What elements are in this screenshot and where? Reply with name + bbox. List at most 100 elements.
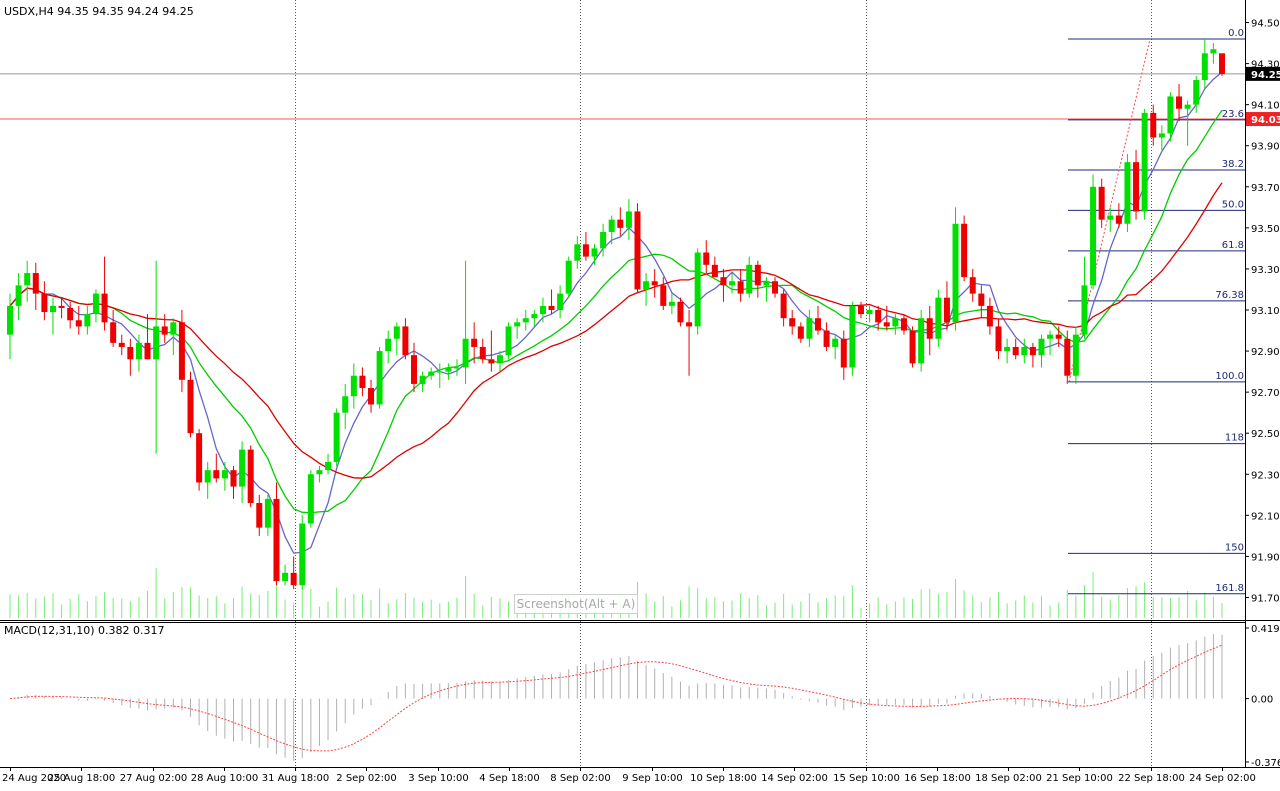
candle-body xyxy=(1219,53,1225,74)
fib-level-label: 161.8 xyxy=(1215,583,1244,594)
candle-body xyxy=(823,330,830,347)
candle-body xyxy=(359,375,366,389)
fib-level-label: 50.0 xyxy=(1222,199,1244,210)
candle-body xyxy=(1021,346,1028,356)
candle-body xyxy=(239,449,246,487)
time-tick-label: 27 Aug 02:00 xyxy=(120,773,187,784)
fib-level-label: 38.2 xyxy=(1222,159,1244,170)
price-axis[interactable]: 94.50 94.30 94.10 93.90 93.70 93.50 93.30 93.10… xyxy=(1245,19,1280,605)
candle-body xyxy=(1090,186,1097,286)
candle-body xyxy=(686,322,693,327)
candle-body xyxy=(875,310,882,323)
price-tick-label: 93.70 xyxy=(1251,183,1280,194)
candle-body xyxy=(978,293,985,306)
time-tick-label: 16 Sep 18:00 xyxy=(904,773,971,784)
candle-body xyxy=(711,264,718,278)
time-tick-label: 14 Sep 02:00 xyxy=(761,773,828,784)
ma-slow-line xyxy=(9,182,1223,479)
ma-fast-line xyxy=(9,71,1223,554)
candle-body xyxy=(144,342,151,360)
candle-body xyxy=(668,301,675,306)
candle-body xyxy=(522,318,529,323)
candle-body xyxy=(1158,133,1165,138)
price-tick-label: 92.90 xyxy=(1251,347,1280,358)
candle-body xyxy=(600,231,607,249)
candle-body xyxy=(1201,53,1208,81)
price-tick-label: 94.10 xyxy=(1251,101,1280,112)
price-tag-label: 94.25 xyxy=(1251,70,1280,81)
candle-body xyxy=(625,211,632,228)
price-tick-label: 92.70 xyxy=(1251,388,1280,399)
candle-body xyxy=(84,314,91,327)
candle-body xyxy=(1047,334,1054,339)
candle-body xyxy=(436,371,443,373)
price-tick-label: 92.50 xyxy=(1251,429,1280,440)
candle-body xyxy=(866,310,873,315)
time-tick-label: 22 Sep 18:00 xyxy=(1118,773,1185,784)
time-tick-label: 8 Sep 02:00 xyxy=(550,773,610,784)
candle-body xyxy=(531,314,538,319)
fib-level-label: 0.0 xyxy=(1228,28,1244,39)
candle-body xyxy=(832,338,839,347)
candle-body xyxy=(325,461,332,471)
time-tick-label: 9 Sep 10:00 xyxy=(622,773,682,784)
candle-body xyxy=(41,293,48,313)
candle-body xyxy=(264,498,271,528)
candle-body xyxy=(815,318,821,331)
candle-body xyxy=(1055,334,1062,339)
candle-body xyxy=(393,326,400,339)
moving-averages xyxy=(9,71,1223,554)
candle-body xyxy=(1167,96,1174,134)
candle-body xyxy=(350,375,357,397)
candle-body xyxy=(591,248,598,257)
candle-body xyxy=(411,355,417,384)
candle-body xyxy=(780,293,787,319)
candle-body xyxy=(729,281,736,286)
candle-body xyxy=(1124,162,1131,224)
time-tick-label: 2 Sep 02:00 xyxy=(336,773,396,784)
candle-body xyxy=(1133,162,1140,212)
candle-body xyxy=(307,474,314,524)
candle-body xyxy=(514,322,521,327)
candle-body xyxy=(557,293,564,310)
time-tick-label: 21 Sep 10:00 xyxy=(1046,773,1113,784)
candle-body xyxy=(316,470,323,475)
candle-body xyxy=(453,367,460,369)
price-tick-label: 92.30 xyxy=(1251,470,1280,481)
candle-body xyxy=(634,211,641,290)
candle-body xyxy=(935,297,942,339)
chart-grid xyxy=(295,0,1152,767)
time-tick-label: 24 Sep 02:00 xyxy=(1189,773,1256,784)
candlesticks xyxy=(7,38,1225,590)
price-tick-label: 93.50 xyxy=(1251,224,1280,235)
candle-body xyxy=(849,305,856,368)
candle-body xyxy=(995,326,1002,352)
candle-body xyxy=(1012,346,1019,356)
candle-body xyxy=(488,359,495,364)
candle-body xyxy=(857,305,864,315)
candle-body xyxy=(539,305,546,315)
candle-body xyxy=(1038,338,1045,356)
time-tick-label: 31 Aug 18:00 xyxy=(262,773,329,784)
candle-body xyxy=(187,379,194,434)
candle-body xyxy=(772,281,779,294)
macd-tick-label: 0.00 xyxy=(1251,695,1273,706)
candle-body xyxy=(67,307,74,321)
candle-body xyxy=(213,470,220,479)
candle-body xyxy=(273,498,280,582)
candle-body xyxy=(118,342,125,347)
candle-body xyxy=(840,338,847,368)
candle-body xyxy=(221,470,228,479)
candle-body xyxy=(582,244,589,257)
price-tick-label: 92.10 xyxy=(1251,511,1280,522)
candle-body xyxy=(565,260,572,294)
candle-body xyxy=(909,330,916,364)
price-tick-label: 93.10 xyxy=(1251,306,1280,317)
candle-body xyxy=(608,219,615,232)
time-tick-label: 28 Aug 10:00 xyxy=(191,773,258,784)
candle-body xyxy=(900,318,907,331)
candle-body xyxy=(58,305,65,308)
fib-level-label: 76.38 xyxy=(1215,290,1244,301)
